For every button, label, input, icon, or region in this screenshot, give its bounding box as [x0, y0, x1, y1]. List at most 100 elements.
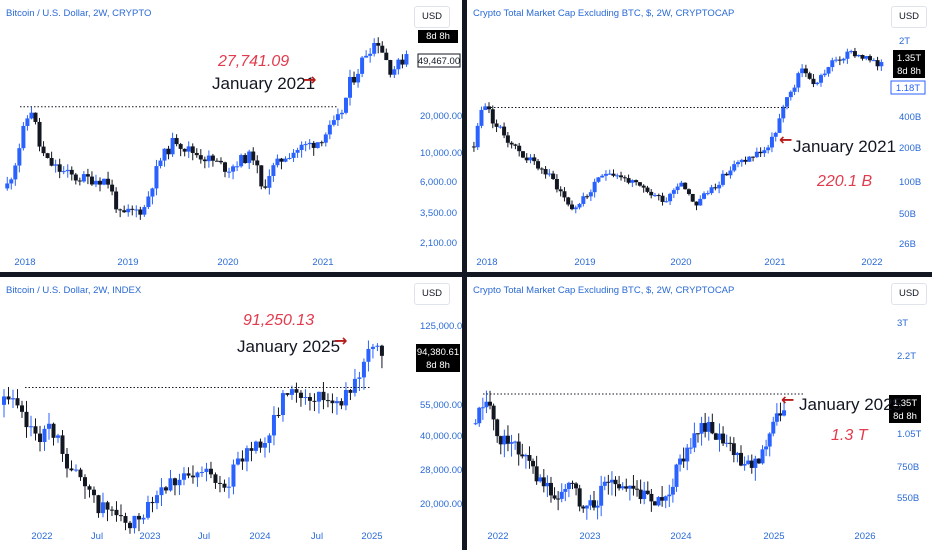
candle-body [749, 460, 754, 468]
candle-body [352, 378, 357, 393]
candle-body [875, 60, 880, 67]
candle-body [352, 76, 357, 83]
candle-body [538, 477, 543, 482]
candle-body [717, 433, 722, 440]
candle-body [181, 473, 186, 480]
candle-body [611, 173, 616, 176]
candle-body [380, 45, 385, 53]
candle-body [566, 197, 571, 205]
candle-body [581, 196, 586, 204]
candle-body [663, 496, 668, 501]
candle-body [370, 346, 375, 349]
candle-body [762, 150, 767, 154]
candle-body [494, 123, 499, 127]
y-tick-label: 20,000.00 [420, 111, 462, 122]
candle-body [803, 68, 808, 74]
candle-body [138, 209, 143, 215]
candle-body [559, 491, 564, 499]
candle-body [299, 144, 304, 151]
candle-body [498, 126, 503, 128]
candle-body [498, 436, 503, 445]
candle-body [146, 196, 151, 208]
currency-button[interactable]: USD [891, 283, 927, 305]
candle-body [19, 405, 24, 412]
candle-body [222, 483, 227, 488]
candle-body [123, 516, 128, 523]
candle-body [118, 209, 123, 211]
candle-body [483, 106, 488, 110]
candle-body [204, 468, 209, 473]
candle-body [630, 180, 635, 183]
candle-body [379, 345, 384, 356]
price-tag [893, 50, 925, 78]
candle-body [642, 490, 647, 500]
candle-body [731, 443, 736, 456]
candle-body [796, 73, 801, 88]
candle-body [195, 472, 200, 478]
candle-body [311, 142, 316, 148]
candle-body [788, 91, 793, 98]
candle-body [404, 54, 409, 65]
candle-body [110, 184, 115, 192]
candle-body [627, 485, 632, 489]
x-tick-label: 2023 [579, 531, 600, 542]
candle-body [695, 433, 700, 435]
candle-body [186, 146, 191, 152]
candle-body [348, 389, 353, 393]
candle-body [10, 398, 15, 400]
price-label-box [417, 53, 461, 68]
candle-body [717, 184, 722, 189]
candle-body [879, 62, 884, 67]
currency-button[interactable]: USD [891, 6, 927, 28]
price-tag-value: 94,380.61 [417, 347, 459, 358]
candle-body [710, 422, 715, 434]
candle-body [554, 178, 559, 190]
price-tag [416, 344, 460, 372]
currency-button[interactable]: USD [414, 6, 450, 28]
chart-title: Crypto Total Market Cap Excluding BTC, $… [473, 8, 735, 19]
candle-body [773, 132, 778, 137]
x-tick-label: Jul [91, 531, 103, 542]
candle-body [29, 112, 34, 119]
candle-body [774, 413, 779, 422]
candle-body [217, 482, 222, 484]
candle-body [685, 447, 690, 462]
candle-body [834, 59, 839, 61]
altcap-2025-chart: 3T 2.2T 1.05T 750B 550B 2022 2023 2024 2025 2026 1… [473, 318, 921, 542]
candle-body [479, 109, 484, 126]
candle-body [73, 469, 78, 471]
candle-body [562, 191, 567, 198]
candle-body [807, 73, 812, 79]
candle-body [637, 182, 642, 186]
candle-body [606, 481, 611, 483]
candle-body [162, 148, 167, 161]
candle-body [46, 423, 51, 429]
candle-body [660, 497, 665, 501]
y-tick-label: 55,000.00 [420, 400, 462, 411]
candle-body [599, 485, 604, 506]
candle-body [706, 422, 711, 432]
candle-body [214, 160, 219, 162]
candle-body [592, 181, 597, 193]
candle-body [33, 426, 38, 434]
price-tag-countdown: 8d 8h [893, 411, 917, 422]
candle-body [624, 486, 629, 489]
candle-body [360, 57, 365, 74]
candle-body [73, 174, 78, 181]
candle-body [520, 454, 525, 457]
y-tick-label: 6,000.00 [420, 177, 457, 188]
candle-body [285, 393, 290, 395]
candle-body [868, 56, 873, 61]
candle-body [746, 460, 751, 464]
candle-body [652, 195, 657, 197]
annotation-arrow: ← [781, 390, 794, 409]
candle-body [777, 118, 782, 133]
candle-body [100, 502, 105, 514]
currency-button[interactable]: USD [414, 283, 450, 305]
candle-body [339, 401, 344, 406]
price-label-box [890, 80, 926, 95]
candle-body [588, 500, 593, 506]
annotation-date: January 2021 [212, 74, 315, 93]
candle-body [543, 169, 548, 175]
candle-body [330, 400, 335, 404]
